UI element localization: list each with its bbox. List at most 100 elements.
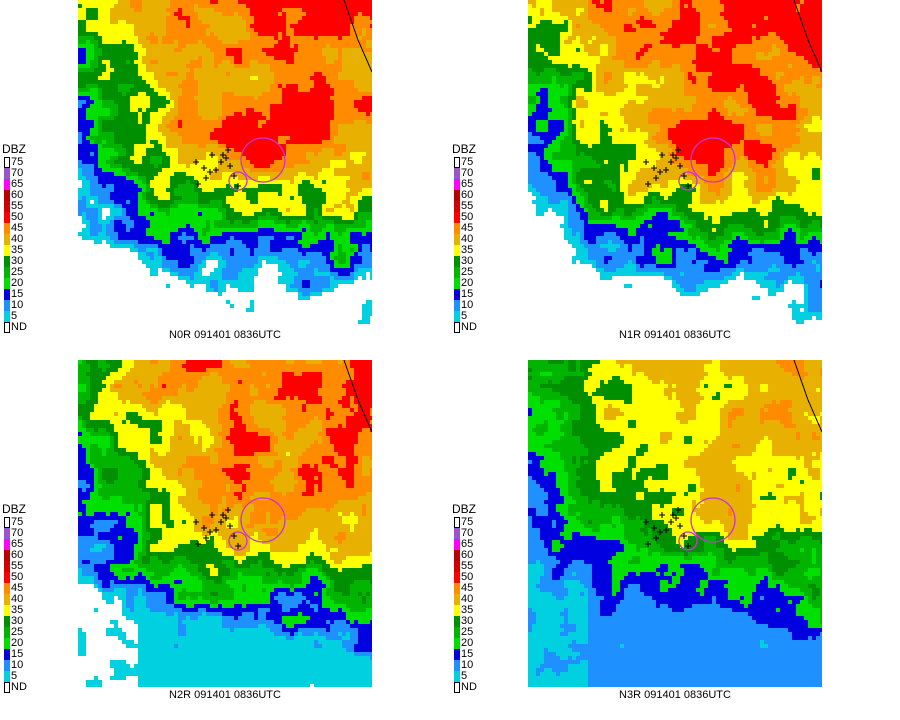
legend-label: 70 <box>461 167 473 179</box>
storm-track-marker <box>213 527 219 533</box>
storm-track-marker <box>659 512 665 518</box>
boundary-line <box>343 360 372 433</box>
legend-swatch <box>4 627 10 638</box>
radar-panel-n3r: DBZ 75 70 65 60 55 50 45 40 35 30 25 20 15 10 5 ND N3R 0… <box>450 360 822 705</box>
legend-label: 75 <box>11 516 23 528</box>
storm-track-marker <box>203 175 209 181</box>
legend-item: 45 <box>452 582 492 594</box>
storm-track-marker <box>651 525 657 531</box>
legend-item: 50 <box>2 571 42 583</box>
legend-item: 25 <box>452 266 492 278</box>
legend-label: 15 <box>461 648 473 660</box>
legend-swatch <box>454 245 460 256</box>
storm-track-marker <box>201 165 207 171</box>
storm-track-marker <box>213 167 219 173</box>
storm-track-marker <box>663 527 669 533</box>
storm-track-marker <box>643 159 649 165</box>
legend-swatch <box>454 517 460 528</box>
legend-label: 65 <box>461 538 473 550</box>
legend-item: 75 <box>2 156 42 168</box>
legend-swatch <box>454 528 460 539</box>
legend-swatch <box>4 212 10 223</box>
legend-swatch <box>454 322 460 333</box>
legend-label: 25 <box>11 626 23 638</box>
legend-swatch <box>4 660 10 671</box>
legend-swatch <box>4 201 10 212</box>
storm-track-marker <box>677 523 683 529</box>
legend-swatch <box>4 234 10 245</box>
legend-item: 70 <box>2 167 42 179</box>
legend-item: 5 <box>452 670 492 682</box>
legend-swatch <box>454 627 460 638</box>
legend-item: 60 <box>452 189 492 201</box>
reflectivity-cells <box>528 0 822 324</box>
legend-label: 60 <box>461 189 473 201</box>
legend-item: 70 <box>2 527 42 539</box>
legend-label: 35 <box>461 604 473 616</box>
legend-swatch <box>4 649 10 660</box>
legend-swatch <box>4 278 10 289</box>
storm-track-marker <box>231 173 237 179</box>
legend-swatch <box>454 223 460 234</box>
legend-item: 20 <box>452 277 492 289</box>
legend-swatch <box>4 561 10 572</box>
storm-track-marker <box>235 543 241 549</box>
legend-swatch <box>4 550 10 561</box>
legend-item: 35 <box>452 244 492 256</box>
boundary-line <box>343 0 372 73</box>
storm-ring <box>690 497 736 543</box>
storm-track-marker <box>193 519 199 525</box>
legend-swatch <box>4 267 10 278</box>
legend-swatch <box>454 583 460 594</box>
storm-track-marker <box>653 175 659 181</box>
dbz-legend: DBZ 75 70 65 60 55 50 45 40 35 30 25 20 15 10 5 ND <box>452 143 492 333</box>
legend-label: 5 <box>461 310 467 322</box>
storm-track-marker <box>195 181 201 187</box>
storm-track-marker <box>670 512 676 518</box>
legend-label: 75 <box>461 516 473 528</box>
storm-track-marker <box>235 183 241 189</box>
storm-ring <box>240 497 286 543</box>
legend-item: 15 <box>452 288 492 300</box>
legend-item: 70 <box>452 167 492 179</box>
legend-swatch <box>454 594 460 605</box>
storm-track-marker <box>207 169 213 175</box>
legend-swatch <box>454 256 460 267</box>
radar-echo-field <box>528 0 822 324</box>
legend-item: 45 <box>2 222 42 234</box>
legend-label: 20 <box>11 277 23 289</box>
panel-caption: N1R 091401 0836UTC <box>528 327 822 343</box>
legend-swatch <box>4 572 10 583</box>
legend-item: 65 <box>452 538 492 550</box>
storm-track-marker <box>668 519 674 525</box>
legend-label: 15 <box>11 288 23 300</box>
legend-swatch <box>4 322 10 333</box>
legend-swatch <box>454 157 460 168</box>
legend-label: 60 <box>11 549 23 561</box>
legend-title: DBZ <box>2 143 42 157</box>
legend-label: 30 <box>11 255 23 267</box>
legend-item: 75 <box>452 156 492 168</box>
legend-label: 50 <box>461 571 473 583</box>
legend-item: 40 <box>2 233 42 245</box>
legend-swatch <box>4 223 10 234</box>
legend-swatch <box>454 168 460 179</box>
storm-track-marker <box>231 533 237 539</box>
legend-label: 45 <box>461 582 473 594</box>
legend-label: 10 <box>461 299 473 311</box>
legend-swatch <box>4 245 10 256</box>
legend-label: 45 <box>11 582 23 594</box>
legend-label: 45 <box>461 222 473 234</box>
legend-item: 30 <box>452 615 492 627</box>
dbz-legend: DBZ 75 70 65 60 55 50 45 40 35 30 25 20 15 10 5 ND <box>452 503 492 693</box>
panel-caption: N2R 091401 0836UTC <box>78 687 372 703</box>
legend-label: 40 <box>11 593 23 605</box>
legend-label: 65 <box>461 178 473 190</box>
legend-label: 65 <box>11 178 23 190</box>
legend-swatch <box>454 201 460 212</box>
storm-track-marker <box>193 159 199 165</box>
storm-track-marker <box>227 163 233 169</box>
storm-track-marker <box>220 512 226 518</box>
storm-track-marker <box>643 519 649 525</box>
legend-item: ND <box>452 321 492 333</box>
